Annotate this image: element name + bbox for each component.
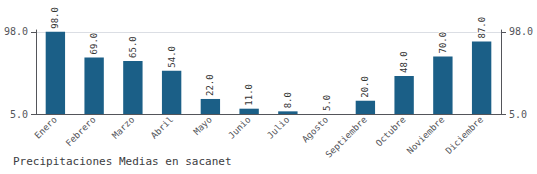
svg-text:54.0: 54.0	[167, 46, 177, 68]
svg-text:11.0: 11.0	[244, 84, 254, 106]
svg-text:Septiembre: Septiembre	[324, 114, 369, 159]
svg-text:20.0: 20.0	[360, 76, 370, 98]
svg-text:Abril: Abril	[149, 114, 175, 140]
svg-text:Mayo: Mayo	[192, 114, 214, 136]
svg-text:Noviembre: Noviembre	[405, 114, 446, 155]
svg-text:Octubre: Octubre	[374, 114, 408, 148]
svg-text:Julio: Julio	[265, 114, 291, 140]
svg-text:48.0: 48.0	[399, 51, 409, 73]
svg-text:8.0: 8.0	[283, 92, 293, 108]
svg-text:22.0: 22.0	[205, 74, 215, 96]
svg-text:5.0: 5.0	[322, 95, 332, 111]
svg-text:Diciembre: Diciembre	[444, 114, 485, 155]
svg-text:Enero: Enero	[33, 114, 59, 140]
svg-text:98.0: 98.0	[4, 26, 28, 37]
svg-text:Junio: Junio	[226, 114, 252, 140]
svg-text:98.0: 98.0	[50, 7, 60, 29]
svg-text:Agosto: Agosto	[300, 114, 330, 144]
svg-text:Febrero: Febrero	[64, 114, 98, 148]
svg-text:Marzo: Marzo	[110, 114, 136, 140]
svg-text:5.0: 5.0	[509, 109, 527, 120]
svg-text:87.0: 87.0	[477, 17, 487, 39]
svg-text:98.0: 98.0	[509, 26, 533, 37]
svg-text:69.0: 69.0	[89, 33, 99, 55]
svg-text:70.0: 70.0	[438, 32, 448, 54]
svg-text:Precipitaciones Medias en saca: Precipitaciones Medias en sacanet	[13, 155, 232, 168]
svg-text:5.0: 5.0	[10, 109, 28, 120]
svg-text:65.0: 65.0	[128, 36, 138, 58]
